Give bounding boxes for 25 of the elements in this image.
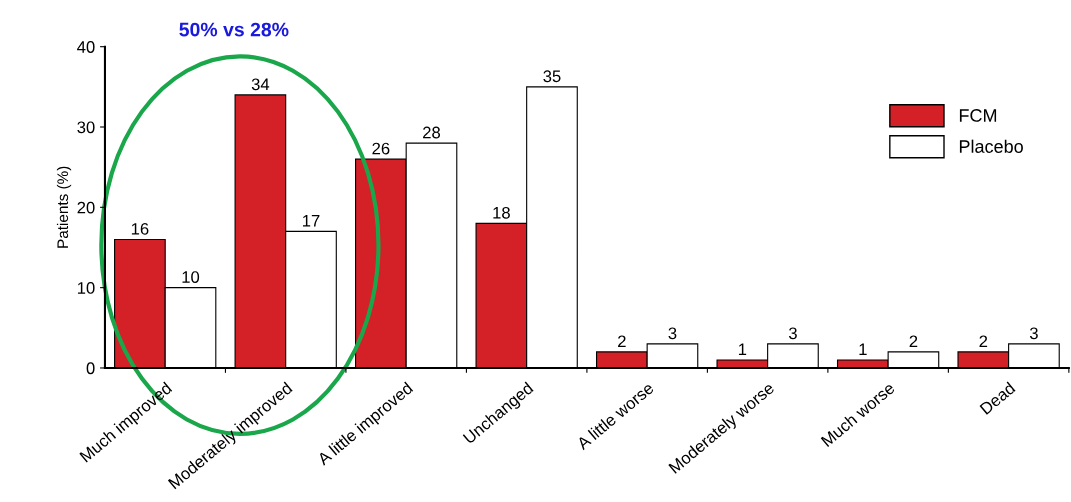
data-label: 35	[543, 70, 561, 83]
data-label: 3	[1029, 327, 1038, 340]
data-label: 3	[788, 327, 797, 340]
data-label: 1	[859, 343, 867, 356]
data-label: 2	[909, 335, 918, 348]
y-axis-title: Patients (%)	[56, 166, 72, 248]
y-tick-label: 30	[77, 121, 95, 134]
data-label: 10	[182, 271, 200, 283]
data-label: 16	[131, 222, 149, 235]
data-label: 1	[738, 343, 747, 356]
y-tick-label: 10	[77, 282, 95, 294]
y-tick-label: 0	[86, 362, 95, 375]
data-label: 18	[493, 206, 510, 219]
data-label: 34	[251, 78, 270, 91]
legend-label: FCM	[959, 109, 997, 122]
data-label: 28	[423, 126, 441, 139]
data-label: 26	[372, 142, 390, 155]
text: 50% vs 28%	[179, 22, 289, 37]
legend-label: Placebo	[959, 139, 1023, 153]
data-label: 2	[618, 335, 626, 348]
y-tick-label: 20	[77, 201, 95, 214]
y-tick-label: 40	[77, 41, 95, 53]
data-label: 17	[302, 215, 320, 227]
data-label: 3	[668, 327, 677, 340]
data-label: 2	[979, 335, 988, 348]
